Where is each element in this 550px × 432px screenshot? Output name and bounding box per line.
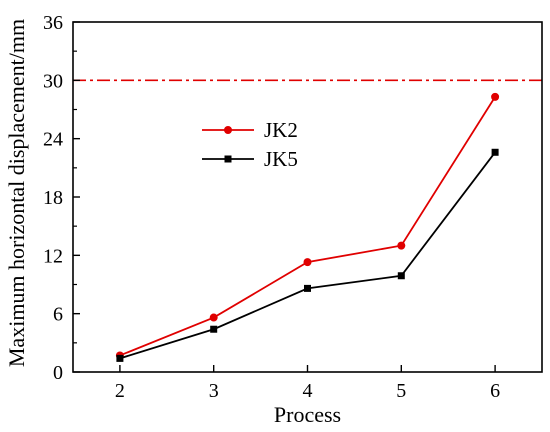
series-line (119, 151, 496, 360)
x-tick-label: 3 (209, 380, 219, 402)
legend-marker (224, 155, 232, 163)
y-tick-label: 36 (43, 12, 63, 34)
y-axis-title: Maximum horizontal displacement/mm (4, 19, 29, 367)
x-tick-label: 5 (396, 380, 406, 402)
legend-item: JK5 (202, 147, 298, 171)
x-tick-label: 6 (490, 380, 500, 402)
tick-layer: 2 3 4 5 6 0 6 12 18 24 30 36 (43, 12, 500, 402)
data-point (304, 284, 311, 292)
data-point (116, 354, 124, 362)
x-tick-label: 2 (115, 380, 125, 402)
data-point (397, 272, 405, 280)
legend-item: JK2 (202, 118, 298, 142)
y-tick-label: 12 (43, 245, 63, 267)
series-JK2 (115, 92, 500, 360)
y-tick-label: 6 (53, 304, 63, 326)
data-point (397, 241, 406, 250)
legend-marker (224, 126, 232, 134)
y-tick-label: 18 (43, 187, 63, 209)
data-point (491, 92, 500, 101)
legend-label: JK2 (264, 118, 298, 142)
legend-label: JK5 (264, 147, 298, 171)
y-tick-label: 30 (43, 70, 63, 92)
data-point (209, 313, 218, 322)
series-layer (115, 92, 500, 362)
y-tick-label: 24 (43, 129, 63, 151)
plot-frame (72, 21, 543, 373)
y-tick-label: 0 (53, 362, 63, 384)
x-tick-label: 4 (303, 380, 313, 402)
data-point (210, 325, 218, 333)
data-point (303, 258, 312, 267)
data-point (491, 148, 499, 156)
x-axis-title: Process (274, 402, 341, 427)
series-JK5 (116, 148, 499, 362)
